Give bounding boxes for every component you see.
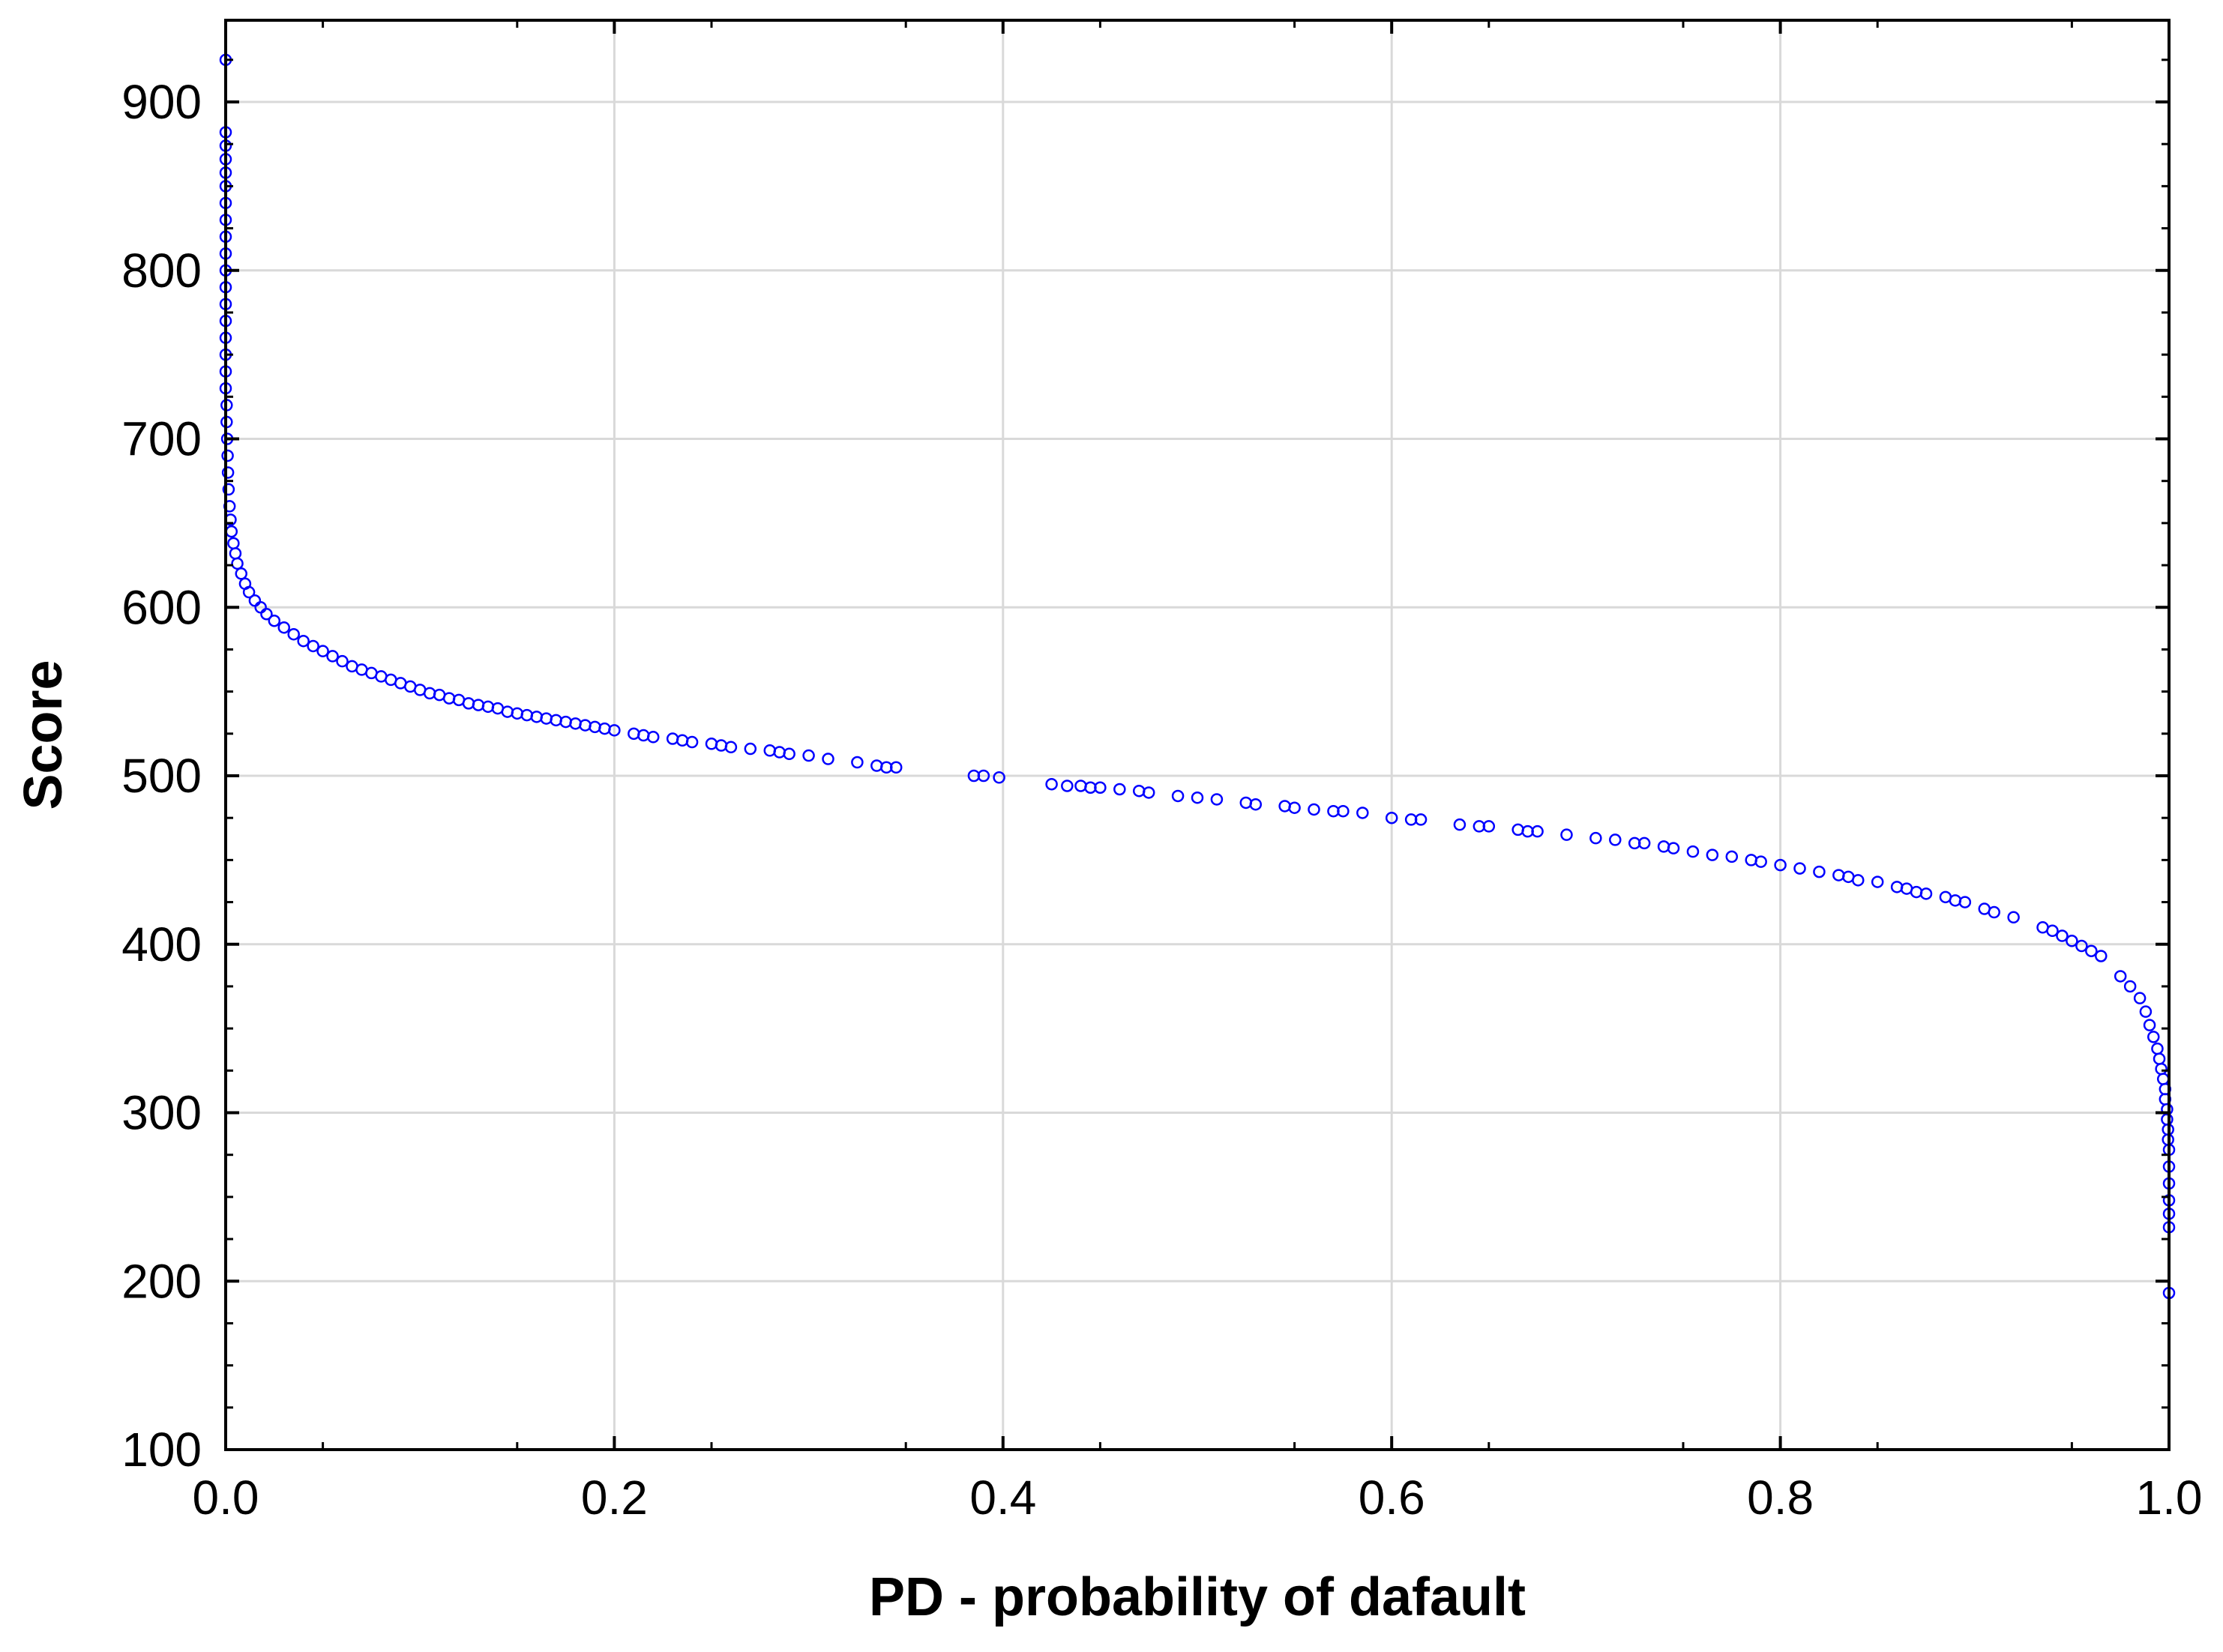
data-point [1453,818,1467,831]
data-point [1988,905,2000,919]
data-point [277,621,291,634]
data-point [1813,865,1826,878]
x-tick-label: 0.0 [193,1471,259,1525]
data-point [1094,781,1107,794]
data-point [744,742,757,756]
data-point [336,654,349,668]
data-point [1852,874,1865,887]
data-point [221,466,235,479]
y-tick-label: 900 [121,75,202,129]
data-point [1609,833,1622,846]
plot-area-frame [224,19,2171,1451]
data-point [287,627,300,641]
data-point [1531,825,1544,838]
data-point [1871,875,1884,888]
data-point [1142,786,1155,799]
y-tick-label: 200 [121,1254,202,1308]
data-point [1308,803,1320,816]
data-point [235,567,247,580]
y-tick-label: 500 [121,749,202,803]
data-point [724,741,738,754]
data-point [1337,804,1350,818]
data-point [2095,950,2108,962]
data-point [1482,820,1496,833]
data-point [307,639,319,653]
x-tick-label: 1.0 [2136,1471,2203,1525]
data-point [608,724,621,737]
y-axis-title: Score [13,660,73,810]
data-point [2085,944,2098,957]
data-point [2147,1031,2160,1043]
data-point [2143,1019,2156,1031]
data-point [221,449,234,462]
data-point [316,645,329,657]
data-point [1288,801,1301,814]
data-point [326,650,339,663]
axis-ticks [224,20,2171,1451]
data-point [231,557,244,570]
gridlines [226,20,2169,1450]
data-point [268,614,281,627]
data-point [1113,783,1126,796]
y-tick-label: 100 [121,1423,202,1477]
data-point [222,483,235,496]
data-point [646,731,660,744]
data-point [2056,929,2069,942]
data-point [1725,850,1739,863]
data-point [1706,848,1719,861]
x-tick-label: 0.2 [581,1471,648,1525]
data-point [1919,887,1933,900]
data-point [2046,924,2059,938]
data-point [1637,836,1651,850]
y-tick-label: 300 [121,1086,202,1140]
x-axis-title: PD - probability of dafault [869,1567,1526,1627]
data-point [260,607,273,621]
data-point [1774,858,1787,872]
x-tick-label: 0.4 [969,1471,1036,1525]
y-tick-label: 700 [121,412,202,466]
data-point [1560,828,1573,841]
data-point [2114,970,2127,983]
data-point [685,735,699,749]
data-point [2075,939,2088,953]
data-point [1667,842,1680,854]
data-point [2123,980,2137,993]
data-point [1045,777,1058,791]
data-point [1210,793,1224,806]
y-tick-label: 400 [121,917,202,971]
x-tick-label: 0.6 [1359,1471,1425,1525]
data-point [851,756,864,769]
data-point [2066,935,2078,947]
data-point [1191,791,1204,804]
data-point [802,749,815,762]
data-point [242,585,256,599]
data-point [2139,1005,2153,1018]
x-tick-label: 0.8 [1747,1471,1814,1525]
data-point [1589,831,1602,845]
data-point [1385,811,1398,825]
data-point [1249,798,1263,811]
data-point [993,771,1005,784]
data-point [1754,855,1767,868]
data-point [1414,813,1428,826]
data-point [2007,911,2020,924]
data-point [889,761,903,774]
data-point [297,634,310,648]
data-point [1171,789,1185,803]
data-point [1793,862,1806,875]
y-tick-label: 800 [121,244,202,298]
tick-labels: 0.0 0.2 0.4 0.6 0.8 1.0 100 200 300 400 500 600 700 8… [121,75,2202,1525]
data-point [1061,780,1074,792]
data-point [783,747,795,761]
data-point [977,769,990,783]
data-point [2133,992,2147,1004]
data-point [1958,896,1972,908]
y-tick-label: 600 [121,580,202,634]
data-point [1686,845,1700,858]
data-point [822,753,834,765]
data-point [1356,807,1369,819]
